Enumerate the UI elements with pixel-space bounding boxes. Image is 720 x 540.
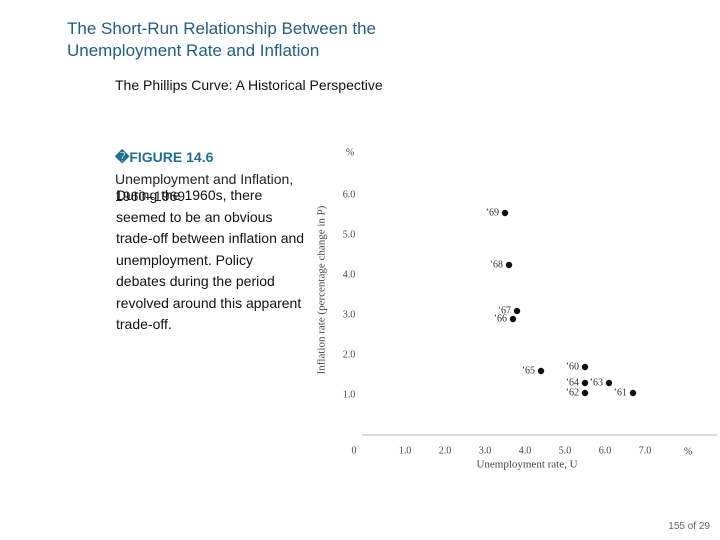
slide-title: The Short-Run Relationship Between the U… bbox=[67, 19, 377, 60]
point bbox=[505, 261, 513, 269]
point-label: ’64 bbox=[566, 377, 579, 388]
y-tick-label: 6.0 bbox=[343, 189, 356, 200]
point bbox=[605, 379, 613, 387]
y-tick-label: 3.0 bbox=[343, 309, 356, 320]
point bbox=[509, 315, 517, 323]
y-tick-label: 5.0 bbox=[343, 229, 356, 240]
body-text: During the 1960s, there seemed to be an … bbox=[116, 187, 305, 332]
point-label: ’61 bbox=[614, 387, 627, 398]
page-number: 155 of 29 bbox=[668, 521, 710, 532]
point-label: ’63 bbox=[590, 377, 603, 388]
point-label: ’60 bbox=[566, 361, 579, 372]
point bbox=[581, 389, 589, 397]
x-tick-label: 3.0 bbox=[479, 445, 492, 456]
point bbox=[581, 363, 589, 371]
point bbox=[501, 209, 509, 217]
y-tick-label: 1.0 bbox=[343, 389, 356, 400]
point-label: ’65 bbox=[522, 365, 535, 376]
slide-subtitle: The Phillips Curve: A Historical Perspec… bbox=[115, 77, 383, 93]
figure-caption: Unemployment and Inflation, 1960–1969 bbox=[115, 171, 294, 204]
x-tick-label: 6.0 bbox=[599, 445, 612, 456]
y-tick-label: 4.0 bbox=[343, 269, 356, 280]
y-unit: % bbox=[346, 147, 354, 158]
point-label: ’68 bbox=[490, 259, 503, 270]
point-label: ’69 bbox=[486, 207, 499, 218]
x-tick-label: 5.0 bbox=[559, 445, 572, 456]
point bbox=[513, 307, 521, 315]
y-axis-label: Inflation rate (percentage change in P) bbox=[316, 205, 328, 374]
x-tick-label: 0 bbox=[352, 445, 357, 456]
point bbox=[629, 389, 637, 397]
point-label: ’62 bbox=[566, 387, 579, 398]
point bbox=[537, 367, 545, 375]
point-label: ’67 bbox=[498, 305, 511, 316]
figure-label: �FIGURE 14.6 bbox=[115, 149, 214, 165]
x-tick-label: 4.0 bbox=[519, 445, 532, 456]
x-axis-label: Unemployment rate, U bbox=[476, 459, 577, 471]
x-tick-label: 1.0 bbox=[399, 445, 412, 456]
y-tick-label: 2.0 bbox=[343, 349, 356, 360]
x-tick-label: 2.0 bbox=[439, 445, 452, 456]
x-tick-label: 7.0 bbox=[639, 445, 652, 456]
x-unit: % bbox=[684, 446, 692, 457]
point bbox=[581, 379, 589, 387]
point-label: ’66 bbox=[494, 313, 507, 324]
